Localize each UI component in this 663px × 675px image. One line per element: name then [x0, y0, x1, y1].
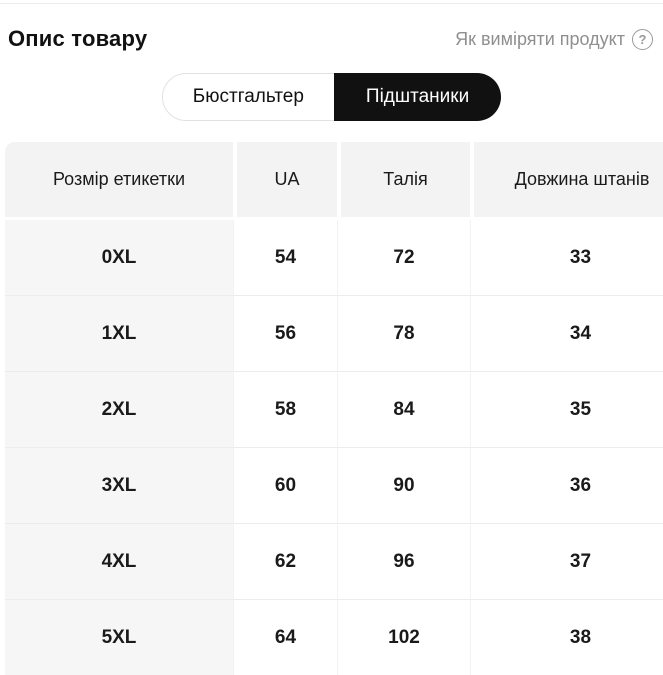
- table-row: 0XL 54 72 33: [5, 220, 663, 295]
- help-icon: ?: [632, 28, 653, 50]
- size-label-cell: 4XL: [5, 523, 233, 599]
- column-header: UA: [233, 142, 337, 220]
- size-table-wrap: Розмір етикетки UA Талія Довжина штанів 0XL…: [5, 142, 663, 675]
- value-cell: 33: [470, 220, 663, 295]
- value-cell: 54: [233, 220, 337, 295]
- size-label-cell: 2XL: [5, 371, 233, 447]
- table-row: 1XL 56 78 34: [5, 295, 663, 371]
- column-header: Талія: [337, 142, 470, 220]
- tab-bra[interactable]: Бюстгальтер: [163, 74, 334, 120]
- table-row: 3XL 60 90 36: [5, 447, 663, 523]
- value-cell: 36: [470, 447, 663, 523]
- value-cell: 35: [470, 371, 663, 447]
- measure-product-label: Як виміряти продукт: [455, 28, 625, 49]
- value-cell: 37: [470, 523, 663, 599]
- column-header: Довжина штанів: [470, 142, 663, 220]
- size-label-cell: 1XL: [5, 295, 233, 371]
- category-tabs: Бюстгальтер Підштаники: [0, 73, 663, 121]
- value-cell: 38: [470, 599, 663, 675]
- value-cell: 72: [337, 220, 470, 295]
- table-row: 4XL 62 96 37: [5, 523, 663, 599]
- column-header: Розмір етикетки: [5, 142, 233, 220]
- size-table-header-row: Розмір етикетки UA Талія Довжина штанів: [5, 142, 663, 220]
- value-cell: 64: [233, 599, 337, 675]
- value-cell: 62: [233, 523, 337, 599]
- top-divider: [0, 3, 663, 4]
- tab-underpants[interactable]: Підштаники: [333, 73, 502, 121]
- size-table-body: 0XL 54 72 33 1XL 56 78 34 2XL 58 84 35 3XL 60 90 36 4XL 6…: [5, 220, 663, 675]
- section-header: Опис товару Як виміряти продукт ?: [0, 0, 663, 52]
- value-cell: 84: [337, 371, 470, 447]
- table-row: 5XL 64 102 38: [5, 599, 663, 675]
- value-cell: 90: [337, 447, 470, 523]
- value-cell: 60: [233, 447, 337, 523]
- tab-control: Бюстгальтер Підштаники: [161, 73, 502, 121]
- value-cell: 58: [233, 371, 337, 447]
- size-label-cell: 3XL: [5, 447, 233, 523]
- measure-product-link[interactable]: Як виміряти продукт ?: [455, 28, 653, 50]
- value-cell: 102: [337, 599, 470, 675]
- page-title: Опис товару: [8, 26, 148, 51]
- value-cell: 78: [337, 295, 470, 371]
- table-row: 2XL 58 84 35: [5, 371, 663, 447]
- size-table: Розмір етикетки UA Талія Довжина штанів 0XL…: [5, 142, 663, 675]
- value-cell: 56: [233, 295, 337, 371]
- value-cell: 34: [470, 295, 663, 371]
- value-cell: 96: [337, 523, 470, 599]
- size-label-cell: 5XL: [5, 599, 233, 675]
- size-label-cell: 0XL: [5, 220, 233, 295]
